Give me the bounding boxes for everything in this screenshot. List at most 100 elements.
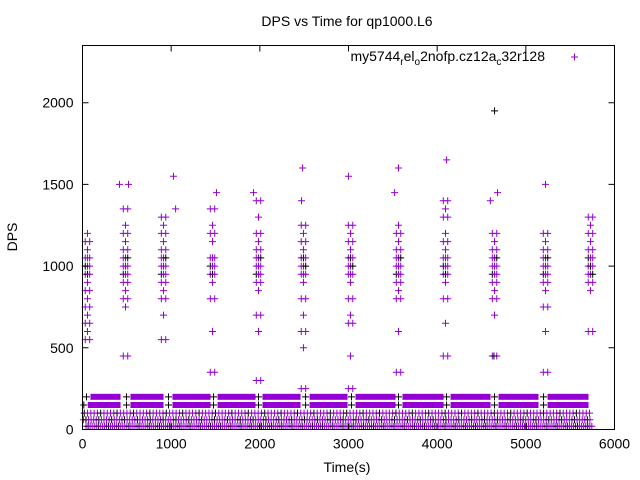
data-point (80, 401, 88, 409)
data-point (589, 262, 597, 270)
data-point (544, 368, 552, 376)
data-point (493, 295, 501, 303)
y-tick-label: 2000 (42, 95, 73, 111)
data-point (82, 393, 90, 401)
data-point (211, 295, 219, 303)
legend-label: my5744relo2nofp.cz12ac32r128 (350, 48, 545, 68)
data-point (349, 238, 357, 246)
x-tick-label: 1000 (156, 436, 187, 452)
data-point (444, 254, 452, 262)
dense-band-segment (217, 393, 256, 400)
dense-band-segment (87, 401, 121, 408)
plot-frame (82, 45, 615, 430)
data-point (544, 229, 552, 237)
data-point (83, 229, 91, 237)
data-point (257, 311, 265, 319)
data-point (589, 246, 597, 254)
data-point (544, 254, 552, 262)
y-axis-ticks: 0 500 1000 1500 2000 (42, 95, 615, 438)
data-point (586, 238, 594, 246)
data-point (444, 238, 452, 246)
data-point (302, 262, 310, 270)
data-point (347, 229, 355, 237)
data-point (397, 295, 405, 303)
data-point (397, 368, 405, 376)
data-point (395, 287, 403, 295)
data-point (124, 262, 132, 270)
dense-band-segment (498, 393, 539, 400)
x-tick-label: 3000 (333, 436, 364, 452)
outlier-point (212, 189, 220, 197)
data-point (397, 254, 405, 262)
data-point (124, 352, 132, 360)
x-tick-label: 2000 (244, 436, 275, 452)
data-point (210, 393, 218, 401)
data-point (254, 401, 262, 409)
data-point (302, 295, 310, 303)
data-point (493, 262, 501, 270)
data-point (349, 221, 357, 229)
data-point (86, 319, 94, 327)
data-point (585, 409, 593, 417)
data-point (83, 295, 91, 303)
data-point (211, 254, 219, 262)
data-point (83, 311, 91, 319)
data-point (540, 393, 548, 401)
data-point (394, 393, 402, 401)
data-point (208, 278, 216, 286)
data-point (589, 278, 597, 286)
data-point (124, 278, 132, 286)
outlier-point (169, 172, 177, 180)
dense-band-segment (309, 393, 348, 400)
data-point (124, 246, 132, 254)
data-point (586, 221, 594, 229)
data-point (349, 385, 357, 393)
data-point (349, 295, 357, 303)
legend-marker (571, 53, 578, 61)
data-point (349, 319, 357, 327)
data-point (162, 229, 170, 237)
data-point (302, 238, 310, 246)
legend: my5744relo2nofp.cz12ac32r128 (350, 48, 578, 68)
chart-title: DPS vs Time for qp1000.L6 (261, 13, 432, 29)
data-point (257, 254, 265, 262)
data-point (540, 401, 548, 409)
data-point (348, 393, 356, 401)
data-point (491, 311, 499, 319)
data-point (162, 278, 170, 286)
data-point (211, 262, 219, 270)
dense-band-segment (402, 401, 444, 408)
data-point (124, 205, 132, 213)
data-point (122, 401, 130, 409)
outlier-point (299, 164, 307, 172)
data-point (257, 197, 265, 205)
outlier-point (443, 156, 451, 164)
data-point (589, 254, 597, 262)
x-axis-ticks: 0 1000 2000 3000 4000 5000 6000 (79, 45, 630, 452)
dense-band-segment (450, 401, 491, 408)
data-point (493, 229, 501, 237)
data-point (86, 238, 94, 246)
data-point (160, 287, 168, 295)
data-point (493, 254, 501, 262)
outlier-point (125, 180, 133, 188)
data-point (211, 205, 219, 213)
data-point (444, 213, 452, 221)
x-axis-label: Time(s) (324, 459, 371, 475)
data-point (86, 336, 94, 344)
data-point (442, 229, 450, 237)
data-point (162, 270, 170, 278)
x-tick-label: 0 (79, 436, 87, 452)
data-point (86, 303, 94, 311)
data-point (255, 287, 263, 295)
dense-band-segment (130, 393, 164, 400)
data-point (257, 278, 265, 286)
data-point (589, 213, 597, 221)
data-point (443, 401, 451, 409)
dense-band-segment (355, 393, 396, 400)
dense-band-segment (450, 393, 491, 400)
data-point (86, 254, 94, 262)
dense-band-segment (355, 401, 396, 408)
data-point (349, 262, 357, 270)
dense-band-segment (130, 401, 164, 408)
